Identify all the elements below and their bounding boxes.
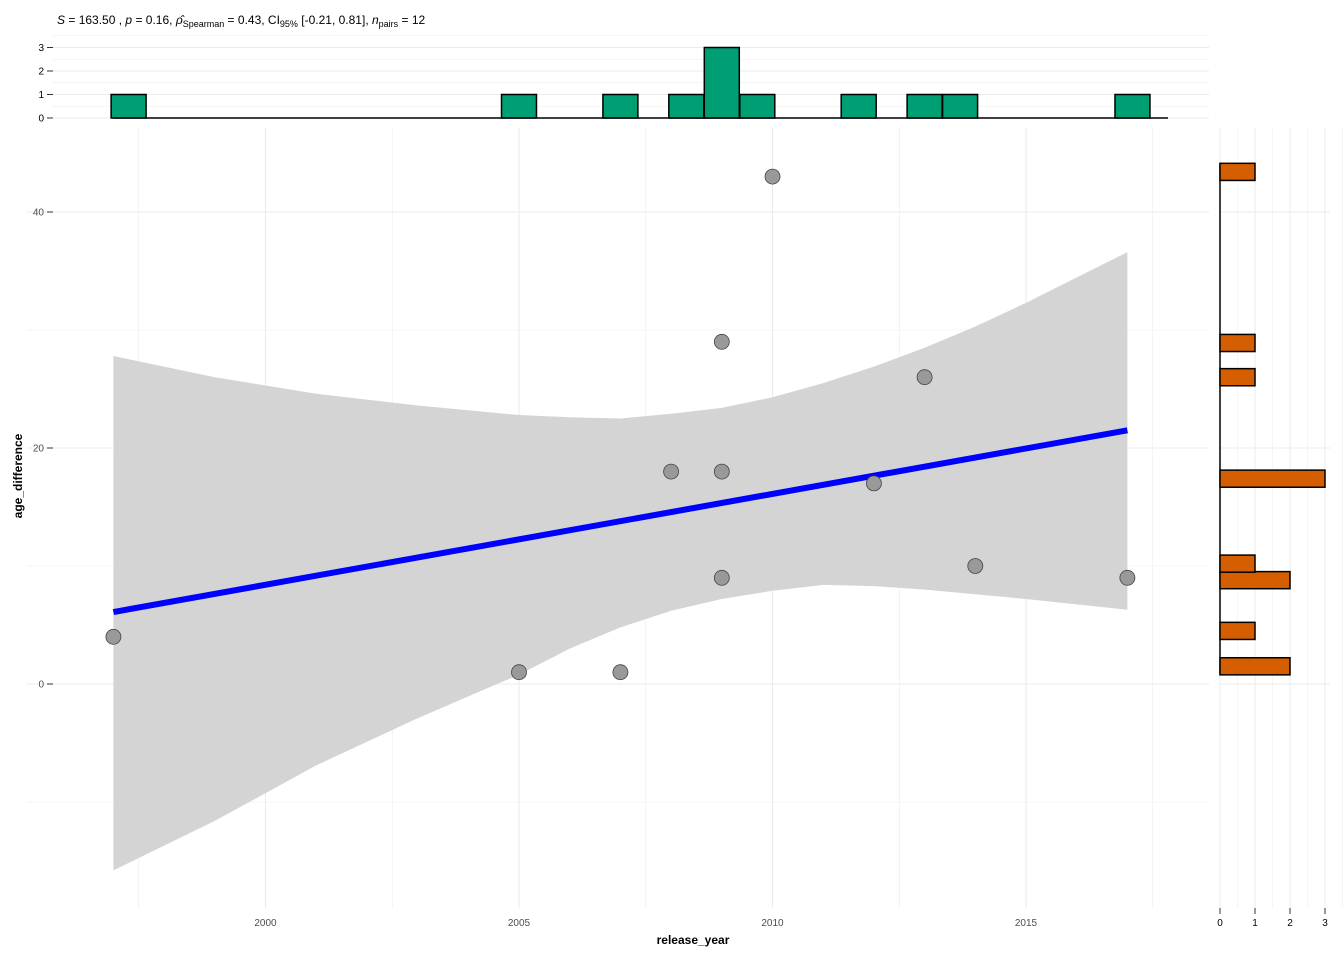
top-hist-bar	[110, 93, 147, 119]
data-point	[713, 463, 730, 480]
data-point	[866, 475, 882, 492]
top-hist-bar	[703, 46, 741, 119]
trend-line	[112, 427, 1128, 615]
top-hist-tick-label: 3	[38, 43, 44, 54]
subtitle-s-value: = 163.50	[65, 13, 116, 27]
right-hist-tick-label: 1	[1252, 918, 1258, 929]
top-hist-bar	[906, 93, 943, 119]
right-marginal-histogram: 0 1 2 3	[1217, 128, 1343, 929]
right-hist-tick-label: 3	[1322, 918, 1328, 929]
top-hist-bar	[1114, 93, 1151, 119]
data-point	[764, 168, 781, 185]
x-tick-label: 2000	[254, 918, 277, 929]
top-hist-tick-label: 1	[38, 90, 44, 101]
main-scatter-panel: 2000 2005 2010 2015 0 20 40	[27, 128, 1209, 929]
data-point	[967, 558, 984, 574]
data-point	[612, 664, 629, 681]
data-point	[663, 463, 679, 480]
right-hist-bar	[1219, 469, 1326, 488]
x-tick-label: 2010	[761, 918, 784, 929]
right-hist-tick-label: 2	[1287, 918, 1293, 929]
right-hist-bar	[1219, 367, 1256, 387]
x-tick-label: 2005	[508, 918, 531, 929]
subtitle-n-value: = 12	[398, 13, 425, 27]
y-tick-label: 0	[38, 680, 44, 691]
subtitle-p-value: = 0.16,	[132, 13, 176, 27]
subtitle-ci-sub: 95%	[280, 19, 298, 29]
right-hist-bar	[1219, 621, 1256, 641]
right-hist-bar	[1219, 570, 1291, 590]
data-point	[713, 333, 730, 350]
data-point	[713, 569, 730, 586]
data-point	[1119, 569, 1136, 586]
confidence-band	[113, 252, 1128, 871]
x-axis-title: release_year	[657, 933, 730, 947]
top-hist-bar	[941, 93, 979, 119]
right-hist-bar	[1219, 554, 1256, 573]
y-tick-label: 20	[33, 444, 45, 455]
top-marginal-histogram: 0 1 2 3	[38, 35, 1209, 125]
right-hist-bar	[1219, 162, 1256, 182]
subtitle-n-label: n	[372, 13, 379, 27]
x-tick-label: 2015	[1015, 918, 1038, 929]
subtitle-s-label: S	[57, 13, 65, 27]
top-hist-bar	[739, 93, 776, 119]
right-hist-tick-label: 0	[1217, 918, 1223, 929]
top-hist-bar	[500, 93, 538, 119]
subtitle-rho-value: = 0.43, CI	[224, 13, 280, 27]
subtitle-ci-value: [-0.21, 0.81],	[298, 13, 372, 27]
subtitle-n-sub: pairs	[379, 19, 399, 29]
top-hist-bar	[668, 93, 705, 119]
right-hist-bar	[1219, 656, 1291, 676]
subtitle-p-label: p	[124, 13, 132, 27]
y-axis-title: age_difference	[11, 433, 25, 518]
right-hist-bar	[1219, 333, 1256, 353]
data-point	[916, 369, 933, 386]
top-hist-bar	[840, 93, 877, 119]
data-point	[511, 664, 527, 681]
data-point	[105, 628, 122, 645]
subtitle-rho-symbol: ρ̂	[175, 13, 185, 27]
top-hist-tick-label: 2	[38, 67, 44, 78]
subtitle-rho-sub: Spearman	[183, 19, 225, 29]
top-hist-bar	[602, 93, 639, 119]
y-tick-label: 40	[33, 208, 45, 219]
top-hist-tick-label: 0	[38, 114, 44, 125]
chart-subtitle: S = 163.50 , p = 0.16, ρ̂Spearman = 0.43…	[57, 13, 426, 29]
